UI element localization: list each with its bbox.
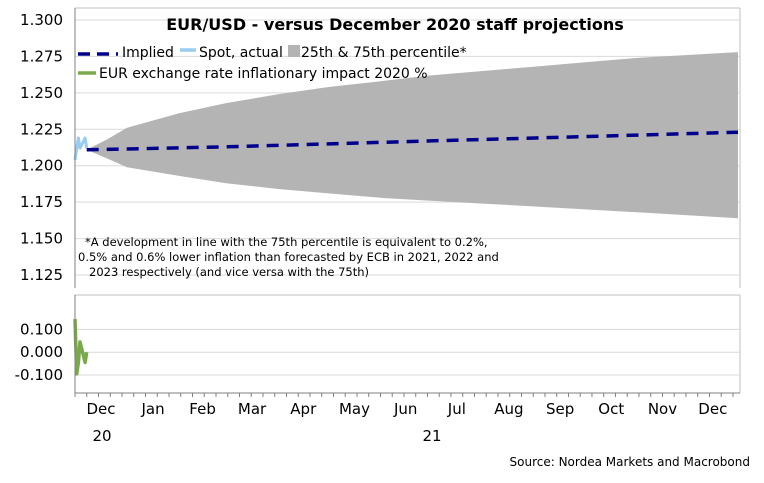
upper-panel: 1.300 1.275 1.250 1.225 1.200 1.175 1.150 1.125…: [20, 7, 741, 288]
percentile-band: [86, 52, 738, 219]
x-month-label: Nov: [648, 400, 677, 418]
x-month-label: Jul: [447, 400, 466, 418]
legend-spot-label: Spot, actual: [199, 45, 283, 61]
footnote-line-2: 0.5% and 0.6% lower inflation than forec…: [78, 250, 499, 264]
spot-actual-line: [73, 136, 89, 161]
upper-y-tick-label: 1.150: [20, 230, 63, 248]
lower-panel: 0.100 0.000 -0.100: [15, 294, 741, 393]
chart-title: EUR/USD - versus December 2020 staff pro…: [166, 15, 624, 34]
x-month-label: Apr: [290, 400, 317, 418]
lower-y-tick-label: 0.000: [20, 343, 63, 361]
x-year-label-2021: 21: [422, 427, 441, 445]
footnote-line-3: 2023 respectively (and vice versa with t…: [89, 265, 369, 279]
lower-y-tick-label: 0.100: [20, 320, 63, 338]
legend-percentile-label: 25th & 75th percentile*: [301, 45, 467, 61]
upper-y-tick-label: 1.200: [20, 157, 63, 175]
x-month-label: Feb: [189, 400, 216, 418]
x-month-label: Mar: [238, 400, 267, 418]
legend-item-spot: Spot, actual: [180, 45, 283, 61]
upper-y-tick-label: 1.125: [20, 266, 63, 284]
upper-y-tick-label: 1.250: [20, 84, 63, 102]
legend-percentile-swatch: [288, 45, 300, 57]
x-month-labels: Dec Jan Feb Mar Apr May Jun Jul Aug Sep Oct Nov Dec: [87, 400, 728, 418]
x-month-label: Sep: [546, 400, 574, 418]
legend-implied-label: Implied: [122, 45, 174, 61]
x-month-label: May: [339, 400, 370, 418]
upper-y-tick-label: 1.175: [20, 193, 63, 211]
x-month-label: Dec: [87, 400, 116, 418]
upper-y-tick-label: 1.300: [20, 11, 63, 29]
upper-y-ticks: 1.300 1.275 1.250 1.225 1.200 1.175 1.150 1.125: [20, 11, 63, 284]
lower-gridlines: [75, 328, 740, 376]
x-minor-ticks: [74, 393, 734, 397]
source-note: Source: Nordea Markets and Macrobond: [510, 455, 751, 469]
x-month-label: Jun: [393, 400, 417, 418]
legend-inflation-label: EUR exchange rate inflationary impact 20…: [99, 66, 428, 82]
x-month-label: Oct: [598, 400, 624, 418]
legend-item-implied: Implied: [78, 45, 174, 61]
footnote: *A development in line with the 75th per…: [78, 235, 499, 279]
lower-y-ticks: 0.100 0.000 -0.100: [15, 320, 63, 384]
lower-y-tick-label: -0.100: [15, 366, 63, 384]
legend: Implied Spot, actual 25th & 75th percent…: [78, 45, 467, 82]
x-month-label: Aug: [494, 400, 523, 418]
inflation-impact-line: [73, 319, 89, 376]
legend-item-inflation: EUR exchange rate inflationary impact 20…: [78, 66, 428, 82]
x-year-label-2020: 20: [92, 427, 111, 445]
legend-item-percentile: 25th & 75th percentile*: [288, 45, 467, 61]
x-axis: Dec Jan Feb Mar Apr May Jun Jul Aug Sep Oct Nov Dec …: [74, 392, 740, 445]
upper-y-tick-label: 1.275: [20, 47, 63, 65]
upper-y-tick-label: 1.225: [20, 120, 63, 138]
x-month-label: Dec: [698, 400, 727, 418]
footnote-line-1: *A development in line with the 75th per…: [85, 235, 488, 249]
x-month-label: Jan: [140, 400, 164, 418]
